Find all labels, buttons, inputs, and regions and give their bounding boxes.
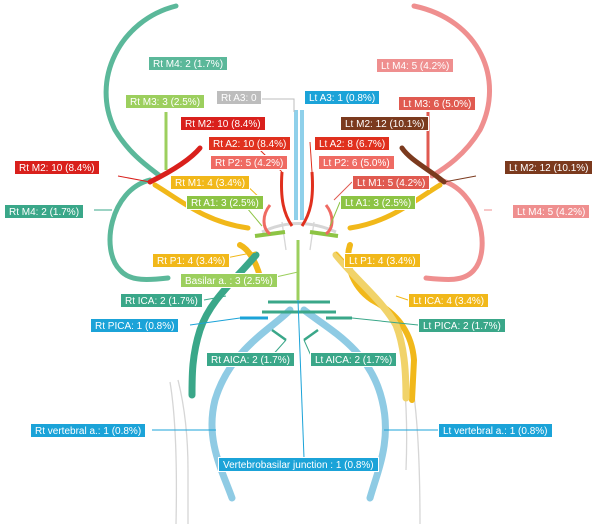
rt-m4-top-label: Rt M4: 2 (1.7%)	[148, 56, 229, 71]
lt-vertebral-label: Lt vertebral a.: 1 (0.8%)	[438, 423, 553, 438]
lt-a3-label: Lt A3: 1 (0.8%)	[304, 90, 381, 105]
lt-m2-outer-label: Lt M2: 12 (10.1%)	[504, 160, 594, 175]
aica-vessels	[271, 328, 319, 342]
lt-p2-label: Lt P2: 6 (5.0%)	[318, 155, 395, 170]
rt-a3-label: Rt A3: 0	[216, 90, 262, 105]
a3-vessels	[294, 110, 304, 220]
lt-pica-label: Lt PICA: 2 (1.7%)	[418, 318, 506, 333]
lt-m4-top-vessel	[411, 3, 492, 179]
basilar-label: Basilar a. : 3 (2.5%)	[180, 273, 278, 288]
lt-aica-label: Lt AICA: 2 (1.7%)	[310, 352, 398, 367]
rt-p1-label: Rt P1: 4 (3.4%)	[152, 253, 231, 268]
rt-m1-label: Rt M1: 4 (3.4%)	[170, 175, 251, 190]
lt-m4-side-vessel	[423, 177, 485, 283]
lt-m4-top-label: Lt M4: 5 (4.2%)	[376, 58, 455, 73]
lt-m1-label: Lt M1: 5 (4.2%)	[352, 175, 431, 190]
rt-m2-inner-label: Rt M2: 10 (8.4%)	[180, 116, 266, 131]
rt-m4-side-label: Rt M4: 2 (1.7%)	[4, 204, 85, 219]
lt-a2-vessel	[300, 171, 314, 227]
lt-p1-label: Lt P1: 4 (3.4%)	[344, 253, 421, 268]
lt-m2-inner-label: Lt M2: 12 (10.1%)	[340, 116, 430, 131]
rt-a1-label: Rt A1: 3 (2.5%)	[186, 195, 264, 210]
rt-vertebral-label: Rt vertebral a.: 1 (0.8%)	[30, 423, 147, 438]
rt-m2-vessel	[147, 145, 203, 185]
basilar-branches	[262, 300, 336, 314]
rt-a2-vessel	[280, 171, 294, 227]
rt-m4-side-vessel	[107, 177, 171, 283]
lt-a2-label: Lt A2: 8 (6.7%)	[314, 136, 391, 151]
rt-p2-label: Rt P2: 5 (4.2%)	[210, 155, 289, 170]
lt-m2-vessel	[399, 145, 447, 185]
rt-m2-outer-label: Rt M2: 10 (8.4%)	[14, 160, 100, 175]
rt-m3-label: Rt M3: 3 (2.5%)	[125, 94, 206, 109]
lt-m3-label: Lt M3: 6 (5.0%)	[398, 96, 477, 111]
rt-pica-label: Rt PICA: 1 (0.8%)	[90, 318, 180, 333]
leader-lines	[94, 98, 492, 459]
rt-m4-top-vessel	[103, 3, 179, 179]
rt-ica-label: Rt ICA: 2 (1.7%)	[120, 293, 203, 308]
lt-m4-side-label: Lt M4: 5 (4.2%)	[512, 204, 591, 219]
lt-a1-label: Lt A1: 3 (2.5%)	[340, 195, 417, 210]
rt-a2-label: Rt A2: 10 (8.4%)	[208, 136, 292, 151]
lt-ica-label: Lt ICA: 4 (3.4%)	[408, 293, 490, 308]
rt-aica-label: Rt AICA: 2 (1.7%)	[206, 352, 295, 367]
lt-ica-vessel	[332, 251, 410, 402]
vb-junction-label: Vertebrobasilar junction : 1 (0.8%)	[218, 457, 379, 472]
